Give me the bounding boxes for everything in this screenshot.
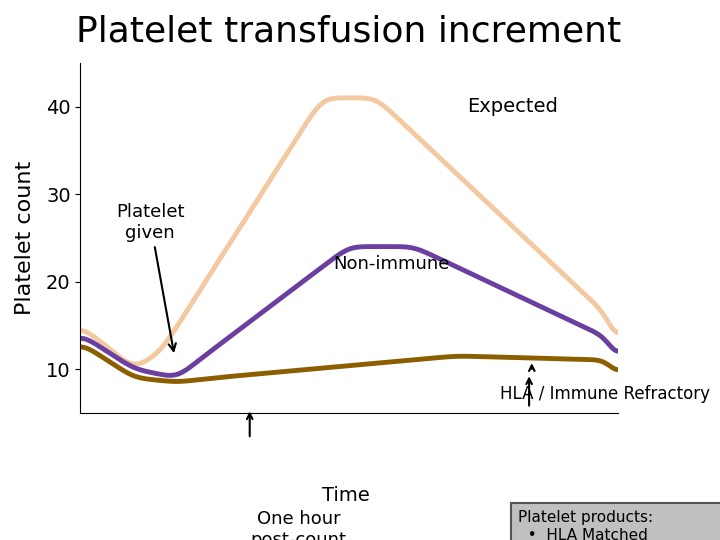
Text: Platelet
given: Platelet given xyxy=(116,203,184,351)
Text: Time: Time xyxy=(322,486,369,505)
Text: Non-immune: Non-immune xyxy=(333,255,449,273)
Text: Expected: Expected xyxy=(467,97,558,116)
Title: Platelet transfusion increment: Platelet transfusion increment xyxy=(76,15,622,49)
Text: Platelet products:
  •  HLA Matched
  •  Platelet cross matched: Platelet products: • HLA Matched • Plate… xyxy=(518,510,720,540)
Y-axis label: Platelet count: Platelet count xyxy=(15,161,35,315)
Text: HLA / Immune Refractory: HLA / Immune Refractory xyxy=(500,385,709,403)
Text: One hour
post-count: One hour post-count xyxy=(251,510,347,540)
